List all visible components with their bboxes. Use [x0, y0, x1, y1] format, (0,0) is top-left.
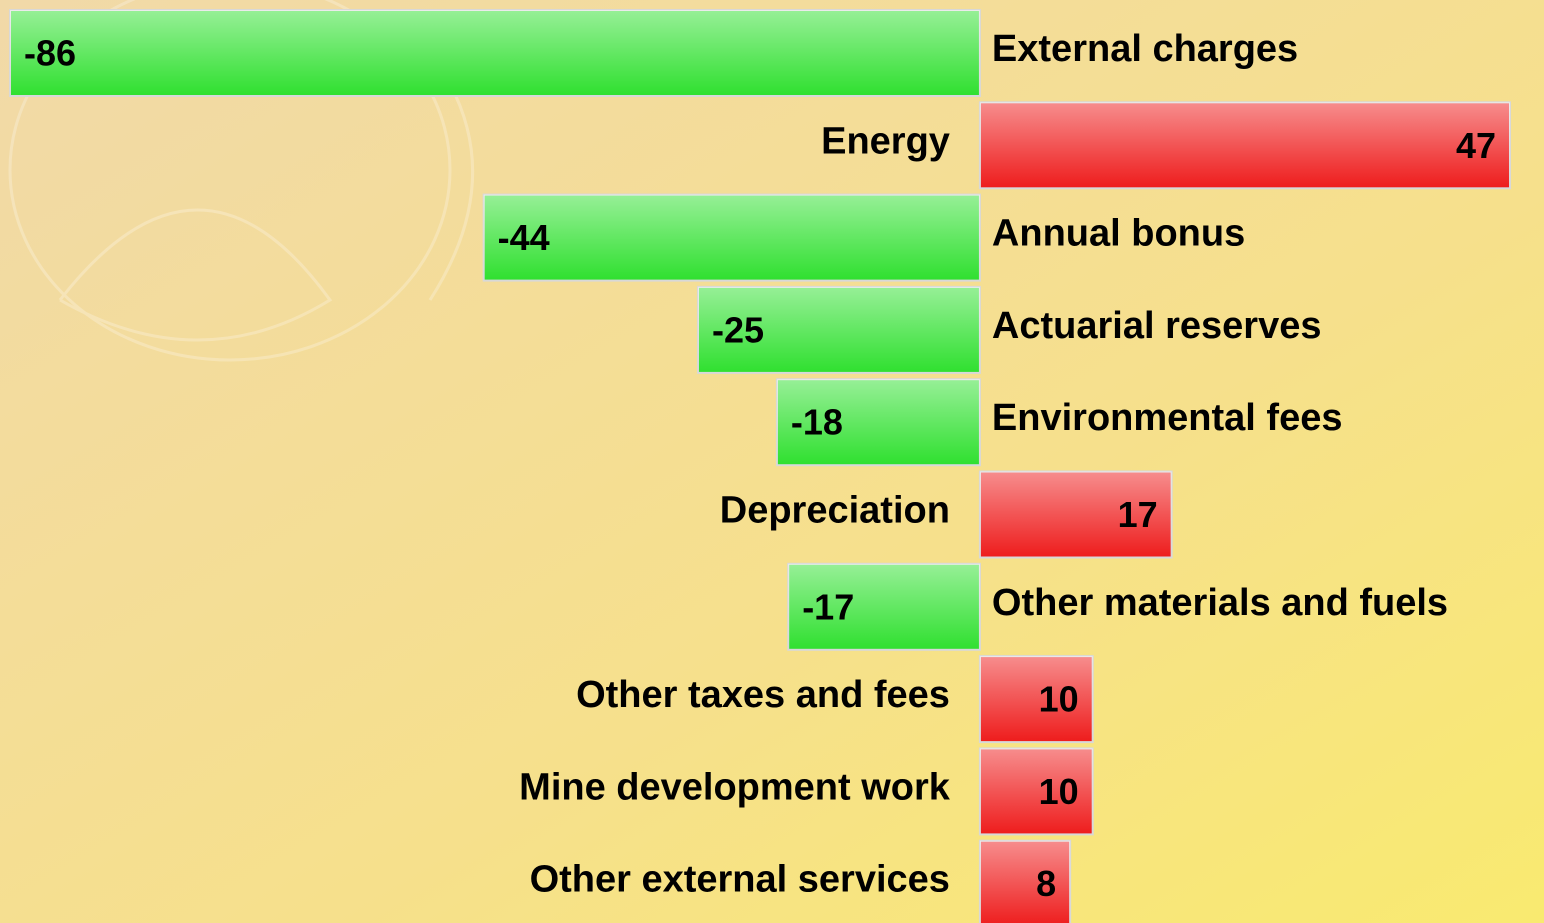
- bar-shine: [979, 102, 1510, 189]
- bar-shine: [697, 286, 980, 373]
- bar-shine: [979, 840, 1071, 923]
- bar-shine: [979, 656, 1093, 743]
- bar-shine: [979, 748, 1093, 835]
- value-label: -44: [498, 217, 550, 258]
- bar-shine: [10, 10, 980, 96]
- value-label: 10: [1039, 771, 1079, 812]
- value-label: 10: [1039, 679, 1079, 720]
- value-label: 17: [1118, 494, 1158, 535]
- value-label: -86: [24, 33, 76, 74]
- category-label: Other materials and fuels: [992, 582, 1448, 624]
- category-label: Energy: [821, 120, 950, 162]
- bar-shine: [776, 379, 980, 466]
- value-label: 8: [1036, 863, 1056, 904]
- category-label: Mine development work: [519, 766, 951, 808]
- category-label: Actuarial reserves: [992, 305, 1322, 347]
- category-label: Other taxes and fees: [576, 674, 950, 716]
- value-label: -18: [791, 402, 843, 443]
- category-label: Environmental fees: [992, 397, 1343, 439]
- bar-shine: [483, 194, 980, 281]
- category-label: Depreciation: [720, 490, 950, 532]
- bar-shine: [979, 471, 1172, 558]
- value-label: -25: [712, 309, 764, 350]
- category-label: Other external services: [530, 859, 950, 901]
- category-label: Annual bonus: [992, 213, 1245, 255]
- bar-shine: [788, 563, 980, 650]
- value-label: -17: [802, 586, 854, 627]
- category-label: External charges: [992, 28, 1298, 70]
- value-label: 47: [1456, 125, 1496, 166]
